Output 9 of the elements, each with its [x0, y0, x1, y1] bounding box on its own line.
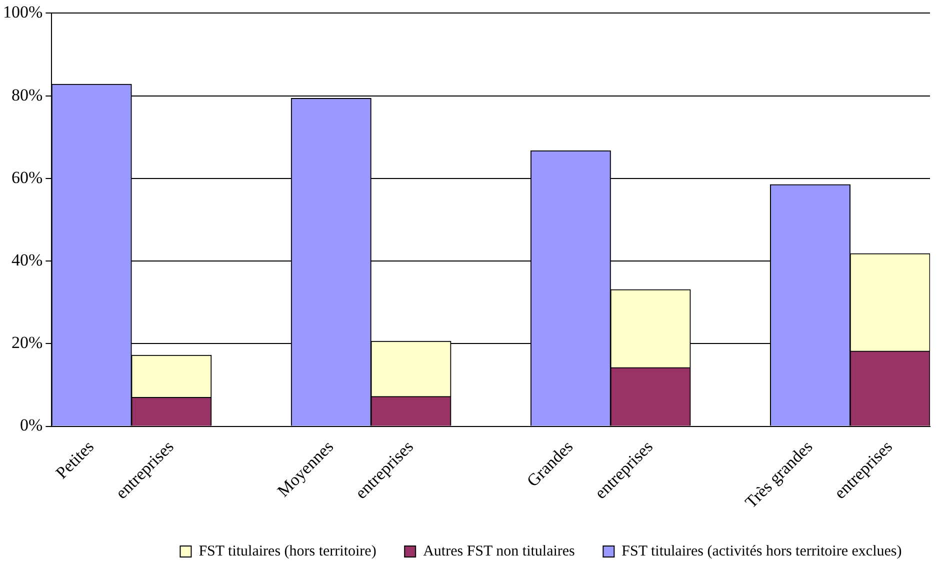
- y-tick-label: 100%: [2, 2, 43, 22]
- y-tick-label: 60%: [11, 168, 43, 187]
- y-tick-label: 20%: [11, 333, 43, 352]
- legend-label: FST titulaires (activités hors territoire exclues): [622, 543, 902, 560]
- legend-label: FST titulaires (hors territoire): [198, 543, 376, 560]
- legend-label: Autres FST non titulaires: [423, 543, 576, 560]
- y-tick-label: 0%: [20, 416, 43, 435]
- y-tick-label: 80%: [11, 85, 43, 104]
- y-tick-label: 40%: [11, 250, 43, 270]
